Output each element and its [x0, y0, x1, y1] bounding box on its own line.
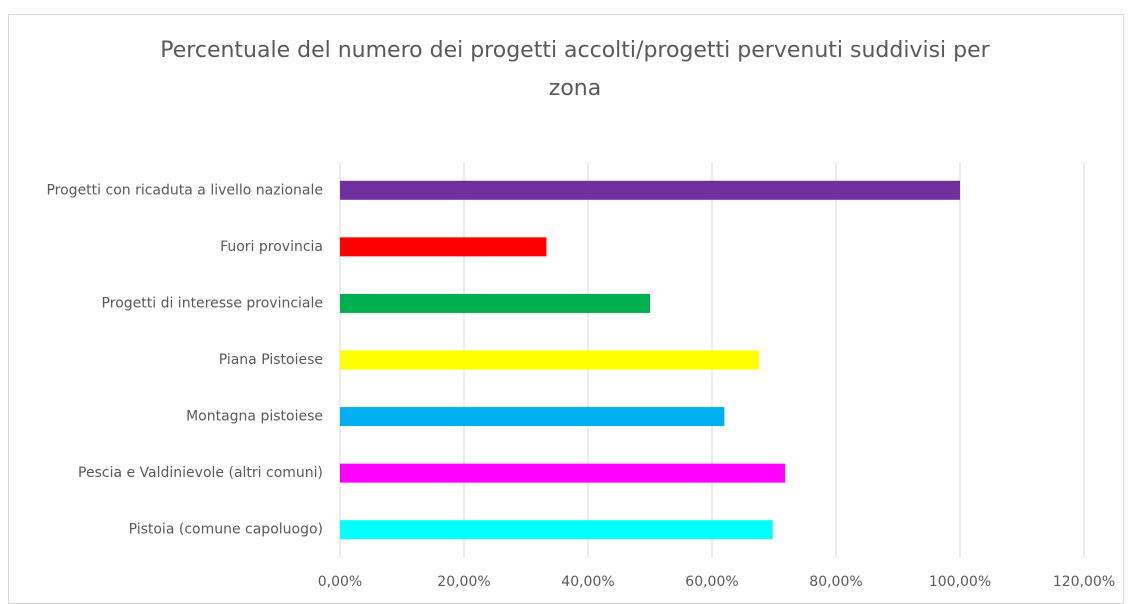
bar — [340, 237, 547, 257]
y-tick-label: Pescia e Valdinievole (altri comuni) — [78, 465, 323, 481]
bar — [340, 520, 773, 540]
y-tick-label: Piana Pistoiese — [219, 352, 323, 368]
x-tick-label: 60,00% — [685, 574, 738, 590]
x-tick-label: 80,00% — [809, 574, 862, 590]
bar — [340, 293, 650, 313]
y-tick-label: Pistoia (comune capoluogo) — [129, 522, 323, 538]
bar — [340, 463, 786, 483]
chart-title: Percentuale del numero dei progetti acco… — [160, 38, 990, 101]
x-tick-label: 0,00% — [318, 574, 362, 590]
x-tick-label: 100,00% — [929, 574, 991, 590]
y-tick-label: Progetti di interesse provinciale — [102, 295, 323, 311]
bar — [340, 407, 725, 427]
bar — [340, 350, 760, 370]
x-tick-label: 40,00% — [561, 574, 614, 590]
y-tick-label: Progetti con ricaduta a livello nazional… — [46, 182, 323, 198]
x-tick-label: 120,00% — [1053, 574, 1115, 590]
x-tick-label: 20,00% — [437, 574, 490, 590]
y-tick-label: Fuori provincia — [220, 239, 323, 255]
y-tick-label: Montagna pistoiese — [186, 409, 323, 425]
bar — [340, 180, 960, 200]
